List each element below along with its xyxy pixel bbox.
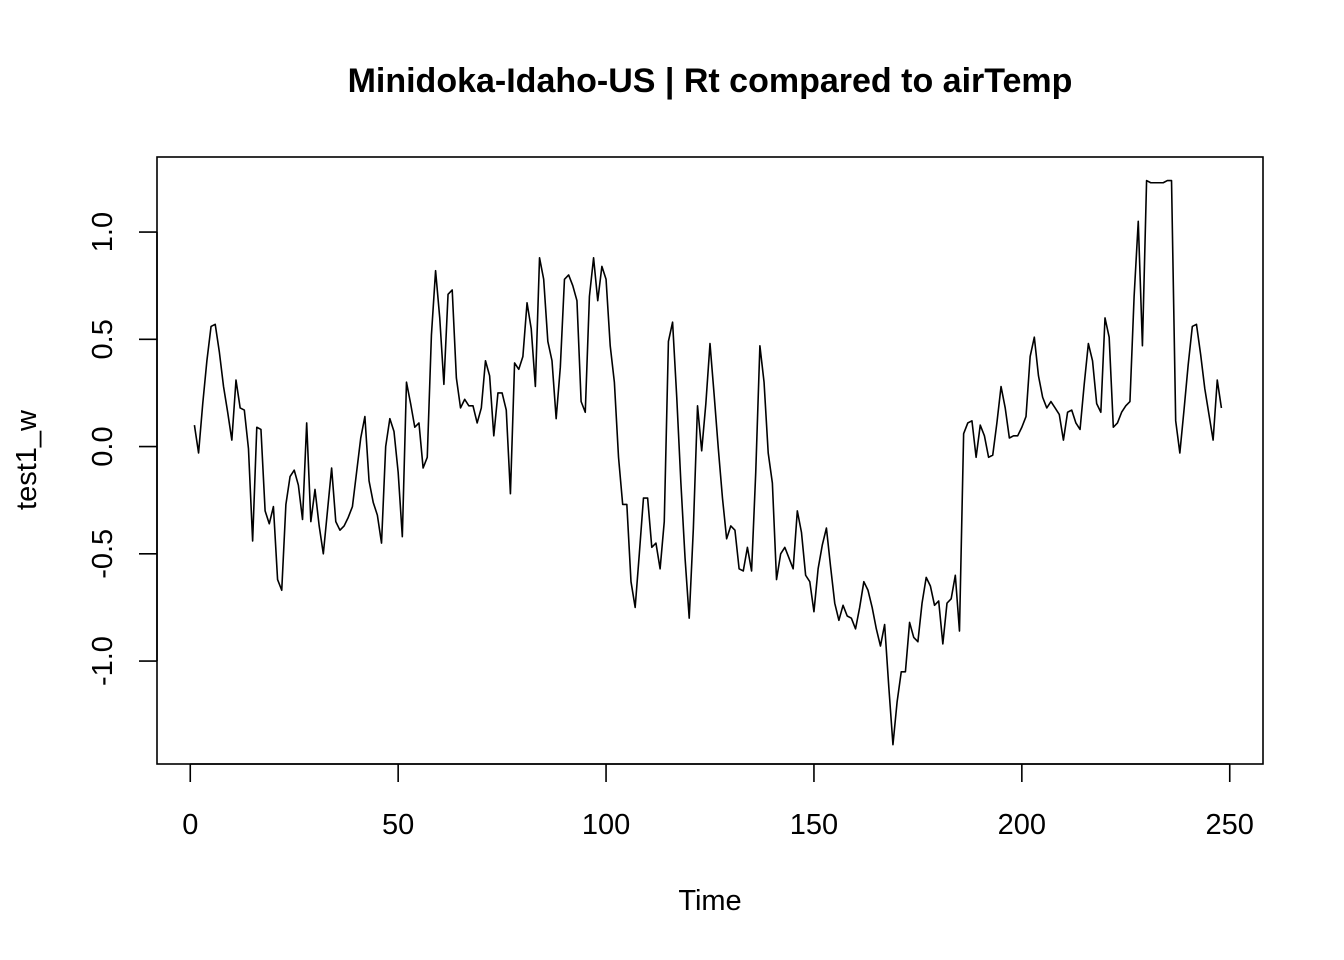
plot-area-frame — [156, 156, 1264, 765]
x-axis: 0 50 100 150 200 250 — [182, 763, 1254, 841]
y-tick-label: -1.0 — [87, 636, 119, 686]
x-tick-label: 150 — [790, 809, 838, 841]
y-tick-label: 1.0 — [87, 212, 119, 252]
x-tick-label: 250 — [1206, 809, 1254, 841]
series-line — [193, 179, 1223, 746]
y-axis: -1.0 -0.5 0.0 0.5 1.0 — [87, 212, 158, 686]
y-tick-label: 0.0 — [87, 426, 119, 466]
chart-title: Minidoka-Idaho-US | Rt compared to airTe… — [348, 62, 1073, 100]
x-tick-label: 200 — [998, 809, 1046, 841]
y-tick-label: -0.5 — [87, 529, 119, 579]
x-tick-label: 0 — [182, 809, 198, 841]
y-tick-label: 0.5 — [87, 319, 119, 359]
y-axis-label: test1_w — [11, 409, 43, 510]
x-axis-label: Time — [678, 885, 741, 917]
x-tick-label: 100 — [582, 809, 630, 841]
x-tick-label: 50 — [382, 809, 414, 841]
